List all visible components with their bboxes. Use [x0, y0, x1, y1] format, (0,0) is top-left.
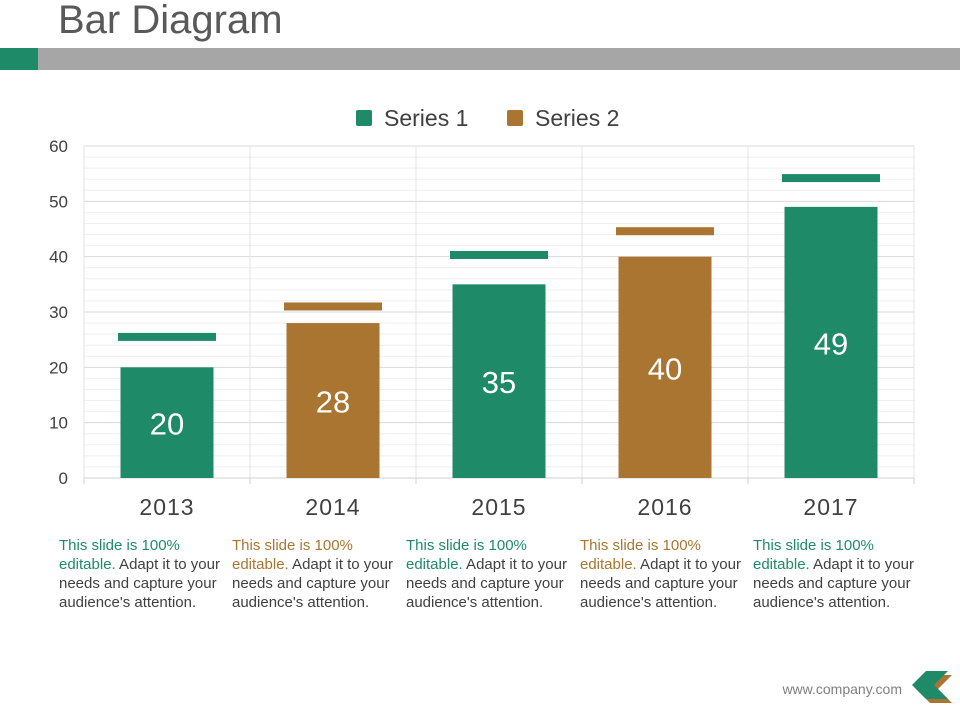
marker-2015	[450, 251, 548, 260]
data-label-2015: 35	[482, 365, 516, 400]
x-tick-label-2013: 2013	[139, 494, 194, 520]
caption-2016: This slide is 100% editable. Adapt it to…	[580, 536, 745, 612]
caption-text: Adapt it to your needs and capture your …	[580, 556, 741, 611]
caption-highlight: This slide is 100% editable.	[753, 537, 874, 573]
caption-text: Adapt it to your needs and capture your …	[232, 556, 393, 611]
x-tick-label-2016: 2016	[637, 494, 692, 520]
y-tick-label: 0	[59, 469, 68, 488]
marker-2017	[782, 174, 880, 183]
y-tick-label: 50	[49, 192, 68, 211]
title-bar-accent	[0, 48, 38, 70]
caption-highlight: This slide is 100% editable.	[580, 537, 701, 573]
title-bar	[0, 48, 960, 70]
x-tick-label-2015: 2015	[471, 494, 526, 520]
footer-url: www.company.com	[782, 681, 902, 697]
caption-highlight: This slide is 100% editable.	[232, 537, 353, 573]
y-tick-label: 30	[49, 303, 68, 322]
marker-2016	[616, 227, 714, 236]
caption-highlight: This slide is 100% editable.	[59, 537, 180, 573]
data-label-2013: 20	[150, 407, 184, 442]
y-tick-label: 20	[49, 358, 68, 377]
caption-2015: This slide is 100% editable. Adapt it to…	[406, 536, 571, 612]
y-tick-label: 10	[49, 414, 68, 433]
slide-title: Bar Diagram	[58, 0, 283, 42]
marker-2013	[118, 332, 216, 341]
caption-2013: This slide is 100% editable. Adapt it to…	[59, 536, 224, 612]
legend-swatch-series-2	[507, 110, 523, 126]
x-tick-label-2017: 2017	[803, 494, 858, 520]
caption-text: Adapt it to your needs and capture your …	[59, 556, 220, 611]
legend-swatch-series-1	[356, 110, 372, 126]
bar-2015	[452, 284, 546, 478]
caption-2017: This slide is 100% editable. Adapt it to…	[753, 536, 918, 612]
bar-2017	[784, 206, 878, 478]
x-tick-label-2014: 2014	[305, 494, 360, 520]
caption-text: Adapt it to your needs and capture your …	[406, 556, 567, 611]
y-tick-label: 40	[49, 248, 68, 267]
caption-text: Adapt it to your needs and capture your …	[753, 556, 914, 611]
bar-2013	[120, 367, 214, 478]
bar-2016	[618, 256, 712, 478]
data-label-2014: 28	[316, 385, 350, 420]
legend-label-series-1: Series 1	[384, 105, 468, 131]
marker-2014	[284, 302, 382, 311]
caption-2014: This slide is 100% editable. Adapt it to…	[232, 536, 397, 612]
data-label-2016: 40	[648, 351, 682, 386]
caption-highlight: This slide is 100% editable.	[406, 537, 527, 573]
data-label-2017: 49	[814, 326, 848, 361]
bar-chart: 0 10 20 30 40 50 60 20 2013 28 2014 35 2015 40 2016 49 2…	[49, 105, 915, 520]
bar-2014	[286, 323, 380, 478]
corner-chevron-logo	[912, 671, 952, 703]
y-tick-label: 60	[49, 137, 68, 156]
legend-label-series-2: Series 2	[535, 105, 619, 131]
